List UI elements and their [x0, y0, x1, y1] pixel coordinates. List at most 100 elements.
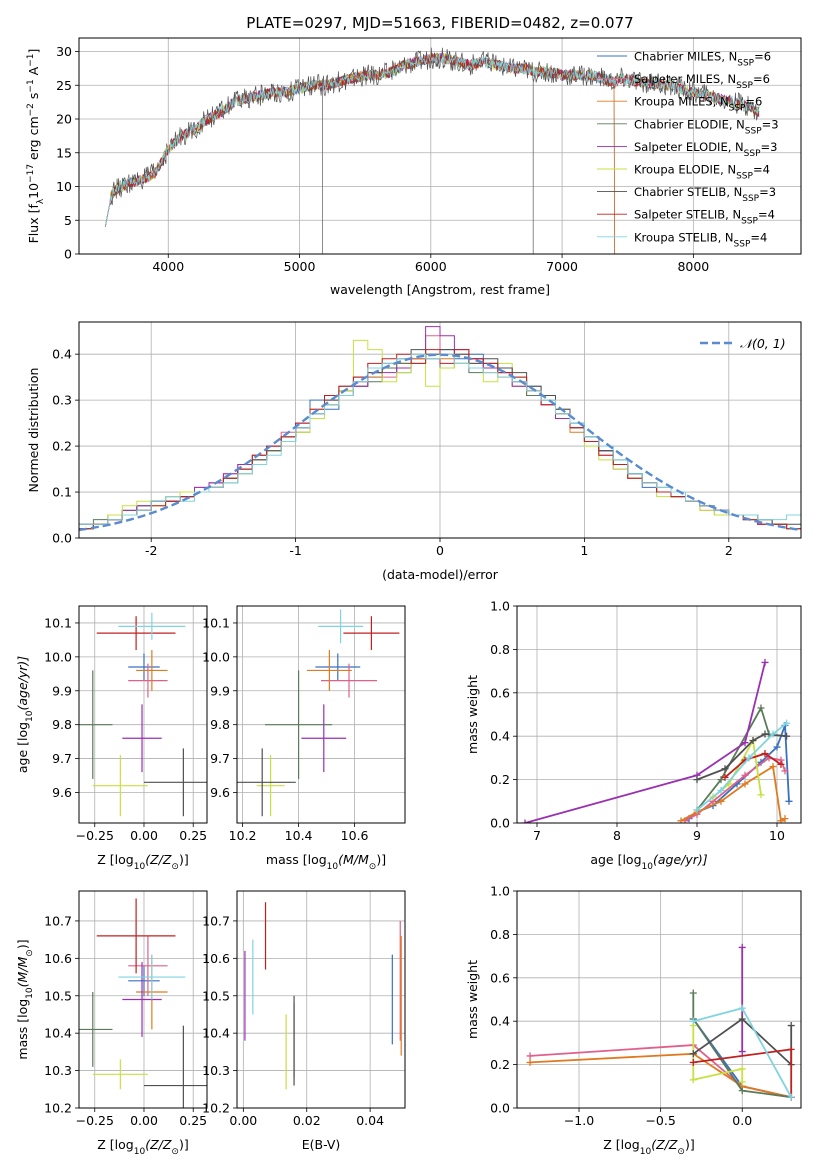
data-point-marker: [781, 815, 789, 823]
y-axis-label: mass weight: [465, 960, 480, 1039]
y-tick-label: 0.1: [52, 485, 72, 500]
axes-frame: [78, 890, 208, 1109]
y-tick-label: 10.2: [202, 1101, 230, 1116]
y-tick-label: 0.2: [52, 439, 72, 454]
x-axis-label: mass [log10(M/M⊙)]: [266, 852, 386, 872]
x-tick-label: 8000: [677, 259, 709, 274]
legend-entry: Chabrier STELIB, NSSP=3: [634, 185, 776, 204]
residuals-axes: -2 -1 0 1 2 0.0 0.1 0.2 0.3 0.4 𝒩(0, 1): [52, 321, 802, 558]
y-tick-label: 10.0: [44, 649, 72, 664]
y-tick-label: 0: [64, 247, 72, 262]
data-point-marker: [689, 989, 697, 997]
data-point-marker: [745, 754, 753, 762]
data-point-marker: [749, 737, 757, 745]
legend-entry: 𝒩(0, 1): [740, 336, 786, 351]
y-tick-label: 9.6: [210, 785, 230, 800]
y-tick-label: 10.0: [202, 649, 230, 664]
axes-frame: [516, 890, 802, 1109]
y-tick-label: 10.1: [202, 615, 230, 630]
x-tick-label: 0: [436, 543, 444, 558]
legend-entry: Salpeter STELIB, NSSP=4: [634, 208, 775, 227]
legend-entry: Salpeter ELODIE, NSSP=3: [634, 140, 777, 159]
spectrum-line-kroupa_stelib: [104, 53, 760, 228]
mass_weight_vs_Z-axes: −1.0 −0.5 0.0 0.0 0.2 0.4 0.6 0.8 1.0: [490, 884, 802, 1128]
y-tick-label: 10.4: [44, 1026, 72, 1041]
data-point-marker: [717, 797, 725, 805]
x-axis-label: wavelength [Angstrom, rest frame]: [330, 282, 550, 297]
x-tick-label: 7: [533, 828, 541, 843]
y-tick-label: 9.9: [52, 683, 72, 698]
x-tick-label: 2: [725, 543, 733, 558]
x-tick-label: 10.2: [229, 828, 257, 843]
data-point-marker: [738, 1065, 746, 1073]
data-point-marker: [777, 760, 785, 768]
x-tick-label: 0.02: [293, 1113, 321, 1128]
age_vs_Z-plot-area: [79, 612, 207, 817]
x-tick-label: 9: [693, 828, 701, 843]
x-tick-label: 10.4: [285, 828, 313, 843]
y-tick-label: 10.5: [44, 988, 72, 1003]
x-tick-label: 10: [769, 828, 785, 843]
x-tick-label: 0.25: [179, 1113, 207, 1128]
x-tick-label: 0.25: [179, 828, 207, 843]
data-point-marker: [769, 730, 777, 738]
x-tick-label: −0.25: [76, 828, 114, 843]
age_vs_mass-plot-area: [237, 609, 400, 817]
x-tick-label: 8: [613, 828, 621, 843]
legend-entry: Chabrier MILES, NSSP=6: [634, 50, 771, 69]
series-line-salpeter_stelib: [724, 752, 782, 779]
y-tick-label: 10.5: [202, 988, 230, 1003]
x-tick-label: 7000: [546, 259, 578, 274]
y-tick-label: 10.6: [202, 951, 230, 966]
data-point-marker: [721, 765, 729, 773]
y-tick-label: 0.4: [52, 347, 72, 362]
axes-frame: [78, 605, 208, 824]
x-tick-label: -2: [145, 543, 157, 558]
y-tick-label: 0.3: [52, 393, 72, 408]
x-tick-label: 1: [580, 543, 588, 558]
x-tick-label: 0.0: [732, 1113, 752, 1128]
y-tick-label: 9.6: [52, 785, 72, 800]
y-tick-label: 1.0: [490, 599, 510, 614]
legend-entry: Kroupa ELODIE, NSSP=4: [634, 163, 770, 182]
spectrum-line-kroupa_miles: [104, 52, 615, 254]
data-point-marker: [521, 819, 529, 823]
age_vs_Z-axes: −0.25 0.00 0.25 9.6 9.7 9.8 9.9 10.0 10.1: [44, 605, 208, 843]
legend-entry: Salpeter MILES, NSSP=6: [634, 72, 770, 91]
x-tick-label: −1.0: [564, 1113, 594, 1128]
y-axis-label: mass [log10(M/M⊙)]: [15, 939, 35, 1059]
data-point-marker: [738, 1078, 746, 1086]
y-tick-label: 10.4: [202, 1026, 230, 1041]
y-axis-label: mass weight: [465, 675, 480, 754]
y-tick-label: 10: [56, 179, 72, 194]
data-point-marker: [693, 806, 701, 814]
data-point-marker: [783, 732, 791, 740]
data-point-marker: [741, 771, 749, 779]
residuals-plot-area: [79, 326, 801, 532]
axes-frame: [78, 321, 802, 539]
x-tick-label: −0.5: [645, 1113, 675, 1128]
mass_weight_vs_Z-plot-area: [526, 943, 795, 1101]
legend: Chabrier MILES, NSSP=6 Salpeter MILES, NS…: [597, 50, 779, 249]
data-point-marker: [773, 743, 781, 751]
x-tick-label: 0.04: [356, 1113, 384, 1128]
mass_vs_Z-axes: −0.25 0.00 0.25 10.2 10.3 10.4 10.5 10.6 10.7: [44, 890, 208, 1128]
data-point-marker: [693, 776, 701, 784]
y-tick-label: 0.6: [490, 970, 510, 985]
data-point-marker: [738, 1087, 746, 1095]
y-tick-label: 9.7: [52, 751, 72, 766]
y-tick-label: 0.6: [490, 685, 510, 700]
legend-entry: Chabrier ELODIE, NSSP=3: [634, 117, 779, 136]
y-tick-label: 25: [56, 78, 72, 93]
y-tick-label: 5: [64, 213, 72, 228]
x-tick-label: 4000: [152, 259, 184, 274]
axes-frame: [516, 605, 802, 824]
y-tick-label: 10.3: [202, 1063, 230, 1078]
y-tick-label: 10.2: [44, 1101, 72, 1116]
y-axis-label: Normed distribution: [26, 368, 41, 493]
series-line-kroupa_miles: [530, 1052, 792, 1099]
y-tick-label: 0.2: [490, 1057, 510, 1072]
y-tick-label: 0.0: [490, 816, 510, 831]
data-point-marker: [761, 730, 769, 738]
y-tick-label: 10.7: [44, 913, 72, 928]
